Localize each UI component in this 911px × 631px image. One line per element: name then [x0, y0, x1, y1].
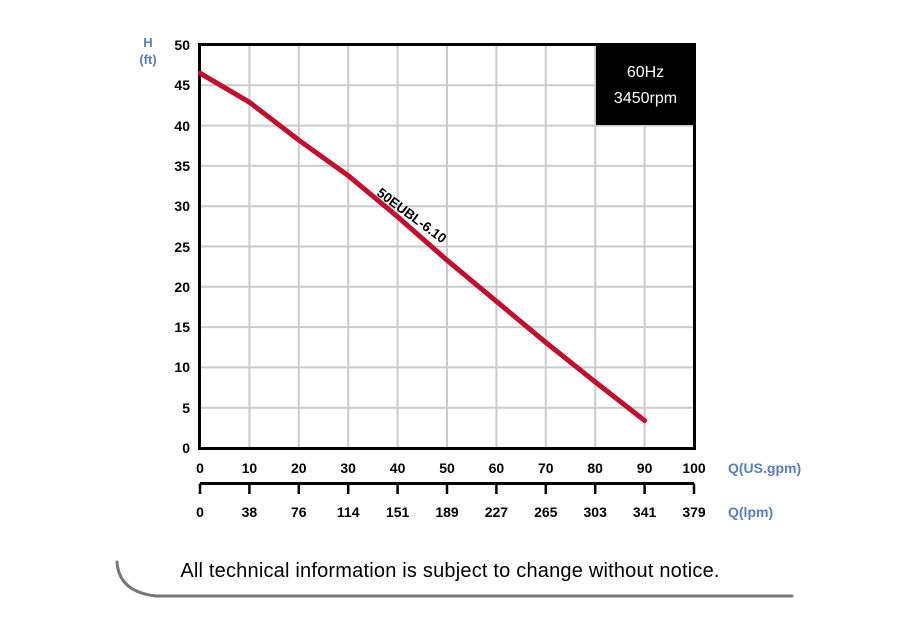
gpm-tick-label: 50: [439, 460, 455, 476]
swoosh-path: [115, 560, 794, 598]
y-tick-label: 15: [174, 319, 190, 336]
lpm-tick-label: 38: [241, 504, 258, 520]
lpm-tick-label: 265: [534, 504, 558, 520]
y-tick-label: 50: [174, 37, 190, 53]
gpm-tick-label: 0: [196, 460, 204, 476]
plot-border: [198, 43, 696, 450]
y-axis-title-symbol: H: [143, 35, 153, 50]
lpm-tick-label: 303: [583, 504, 607, 520]
lpm-tick-label: 341: [632, 504, 657, 520]
gpm-tick-label: 90: [636, 460, 653, 476]
y-tick-label: 20: [174, 278, 190, 295]
lpm-tick-label: 227: [484, 504, 509, 520]
gpm-tick-label: 40: [389, 460, 406, 476]
y-tick-label: 0: [182, 440, 190, 456]
lpm-tick-label: 76: [291, 504, 307, 520]
lpm-tick-label: 0: [196, 504, 204, 520]
gpm-tick-label: 20: [291, 460, 307, 476]
lpm-scale-bar: [198, 482, 696, 494]
y-tick-label: 10: [174, 359, 190, 376]
x-axis-lpm-title: Q(lpm): [728, 504, 774, 520]
y-tick-label: 30: [174, 198, 190, 215]
disclaimer-text: All technical information is subject to …: [180, 560, 720, 582]
y-tick-label: 40: [174, 117, 190, 134]
y-tick-label: 25: [174, 238, 190, 255]
y-axis-title-unit: (ft): [139, 52, 157, 67]
x-axis-gpm-title: Q(US.gpm): [728, 460, 802, 476]
y-tick-label: 45: [174, 77, 190, 94]
plot-area: 50EUBL-6.10: [198, 43, 696, 450]
gpm-tick-label: 10: [241, 460, 258, 476]
speed-label: 3450rpm: [613, 89, 678, 107]
y-tick-label: 35: [174, 157, 190, 174]
gpm-tick-label: 60: [488, 460, 505, 476]
lpm-tick-label: 189: [435, 504, 459, 520]
swoosh-line: [115, 560, 794, 598]
performance-curve: [198, 70, 648, 424]
lpm-tick-label: 151: [385, 504, 410, 520]
gpm-tick-label: 80: [587, 460, 603, 476]
gpm-tick-label: 100: [682, 460, 706, 476]
gpm-tick-label: 30: [340, 460, 356, 476]
lpm-tick-label: 379: [682, 504, 706, 520]
frequency-box: 60Hz 3450rpm: [596, 46, 695, 125]
y-axis-title: H (ft): [126, 34, 170, 68]
lpm-tick-label: 114: [336, 504, 360, 520]
curve-model-label: 50EUBL-6.10: [374, 185, 449, 246]
frequency-label: 60Hz: [626, 63, 665, 81]
y-tick-label: 5: [182, 399, 190, 416]
gpm-tick-label: 70: [538, 460, 554, 476]
